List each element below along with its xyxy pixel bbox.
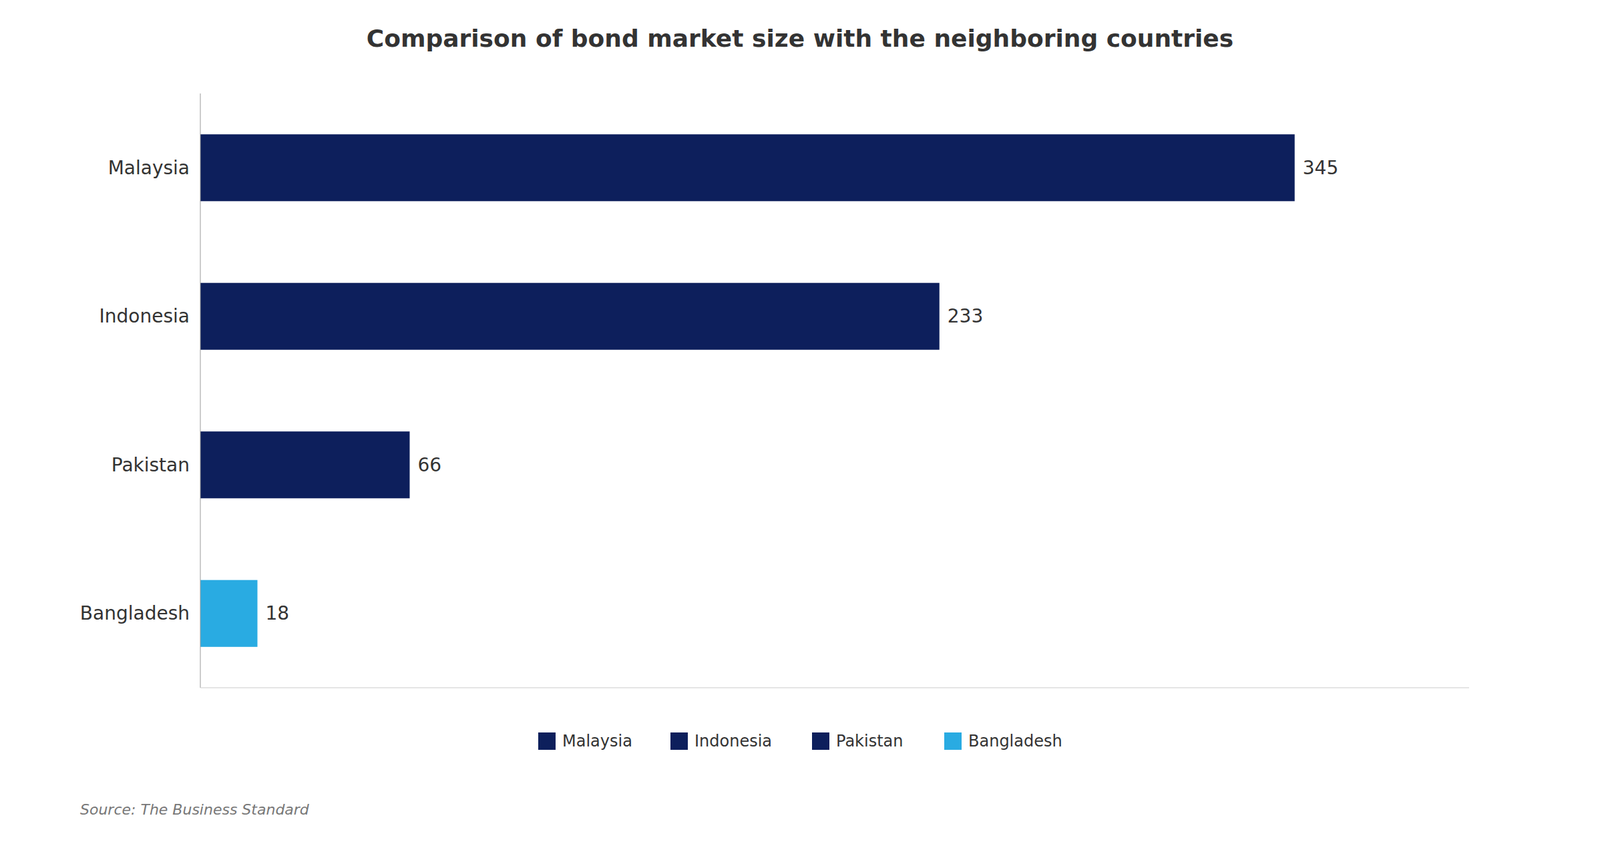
legend-swatch (670, 732, 688, 750)
bar (200, 134, 1295, 202)
data-label: 66 (418, 454, 443, 477)
x-axis-line (200, 687, 1470, 689)
legend-label: Malaysia (562, 731, 633, 751)
bar (200, 431, 411, 499)
y-tick-label: Pakistan (111, 454, 190, 477)
y-tick-label: Bangladesh (80, 602, 190, 625)
y-tick-label: Malaysia (108, 156, 190, 179)
data-label: 18 (265, 602, 290, 625)
legend: Malaysia Indonesia Pakistan Bangladesh (538, 731, 1063, 751)
y-axis-line (200, 93, 202, 688)
legend-label: Indonesia (694, 731, 772, 751)
bar (200, 283, 940, 350)
source-note: Source: The Business Standard (80, 801, 310, 819)
y-tick-label: Indonesia (99, 305, 190, 328)
title: Comparison of bond market size with the … (366, 24, 1234, 53)
legend-swatch (538, 732, 556, 750)
data-label: 233 (947, 305, 983, 328)
chart: Comparison of bond market size with the … (0, 0, 1600, 866)
data-label: 345 (1302, 156, 1339, 179)
bar (200, 580, 258, 648)
legend-label: Pakistan (836, 731, 904, 751)
bars (200, 134, 1295, 648)
legend-label: Bangladesh (968, 731, 1063, 751)
legend-swatch (812, 732, 830, 750)
legend-swatch (944, 732, 962, 750)
